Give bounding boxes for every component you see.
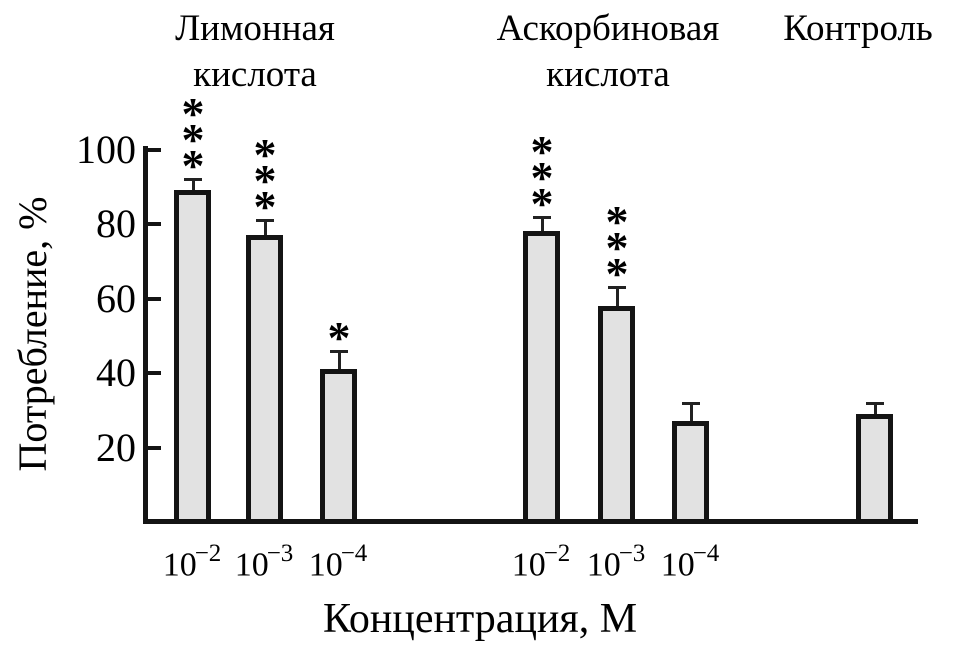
x-tick-label: 10−4 bbox=[284, 534, 394, 587]
group-title-line: Лимонная bbox=[175, 8, 335, 49]
y-tick bbox=[148, 445, 161, 450]
error-bar-stem bbox=[264, 220, 267, 240]
bar bbox=[672, 421, 709, 524]
group-title-line: кислота bbox=[546, 54, 670, 95]
y-axis-line bbox=[143, 146, 148, 524]
x-tick-label: 10−4 bbox=[636, 534, 746, 587]
x-tick-exponent: −4 bbox=[340, 540, 368, 567]
x-tick-label: 10−2 bbox=[487, 534, 597, 587]
error-bar-stem bbox=[541, 216, 544, 236]
significance-marker: * * * bbox=[592, 199, 642, 300]
significance-marker: * * * bbox=[168, 91, 218, 192]
y-tick bbox=[148, 296, 161, 301]
x-axis-label: Концентрация, М bbox=[322, 596, 638, 642]
bar bbox=[598, 305, 635, 524]
significance-marker: * bbox=[314, 311, 364, 363]
x-tick-label: 10−3 bbox=[562, 534, 672, 587]
bar bbox=[246, 235, 283, 524]
bar bbox=[856, 413, 893, 524]
y-tick-label: 20 bbox=[96, 424, 136, 470]
asterisk: * bbox=[327, 311, 351, 363]
asterisk: * bbox=[530, 177, 554, 229]
bar bbox=[523, 231, 560, 524]
significance-marker: * * * bbox=[240, 132, 290, 233]
bar bbox=[320, 369, 357, 524]
error-bar-stem bbox=[690, 402, 693, 426]
x-tick-base: 10 bbox=[162, 546, 197, 584]
x-tick-exponent: −2 bbox=[194, 540, 222, 567]
x-tick-base: 10 bbox=[234, 546, 269, 584]
y-tick-label: 100 bbox=[76, 126, 136, 172]
error-bar-cap bbox=[184, 178, 202, 182]
y-tick-label: 80 bbox=[96, 201, 136, 246]
asterisk: * bbox=[605, 248, 629, 300]
x-tick-exponent: −2 bbox=[543, 540, 571, 567]
group-title: Лимонная кислота bbox=[85, 6, 425, 98]
x-tick-label: 10−3 bbox=[210, 534, 320, 587]
bar bbox=[174, 190, 211, 524]
group-title: Аскорбиновая кислота bbox=[438, 6, 778, 98]
x-tick-base: 10 bbox=[586, 546, 621, 584]
y-tick-label: 40 bbox=[96, 350, 136, 395]
error-bar-cap bbox=[256, 219, 274, 223]
group-title-line: Контроль bbox=[783, 8, 933, 49]
x-tick-base: 10 bbox=[511, 546, 546, 584]
x-tick-exponent: −3 bbox=[618, 540, 646, 567]
y-tick-label: 60 bbox=[96, 275, 136, 321]
asterisk: * bbox=[530, 151, 554, 203]
error-bar-stem bbox=[616, 287, 619, 310]
y-tick bbox=[148, 147, 161, 152]
group-title-line: кислота bbox=[193, 54, 317, 95]
x-tick-base: 10 bbox=[660, 546, 695, 584]
asterisk: * bbox=[530, 125, 554, 177]
error-bar-cap bbox=[866, 401, 884, 405]
asterisk: * bbox=[181, 140, 205, 192]
error-bar-cap bbox=[608, 286, 626, 290]
group-title-line: Аскорбиновая bbox=[496, 8, 720, 49]
y-tick bbox=[148, 371, 161, 375]
error-bar-cap bbox=[330, 349, 348, 353]
x-tick-base: 10 bbox=[308, 546, 343, 584]
y-tick bbox=[148, 222, 161, 226]
x-tick-exponent: −4 bbox=[692, 540, 720, 567]
x-tick-label: 10−2 bbox=[138, 534, 248, 587]
error-bar-stem bbox=[192, 179, 195, 195]
error-bar-stem bbox=[874, 402, 877, 418]
error-bar-stem bbox=[338, 350, 341, 374]
error-bar-cap bbox=[533, 215, 551, 219]
x-tick-exponent: −3 bbox=[266, 540, 294, 567]
asterisk: * bbox=[253, 181, 277, 233]
error-bar-cap bbox=[682, 401, 700, 405]
significance-marker: * * * bbox=[517, 125, 567, 229]
group-title: Контроль bbox=[688, 6, 958, 52]
